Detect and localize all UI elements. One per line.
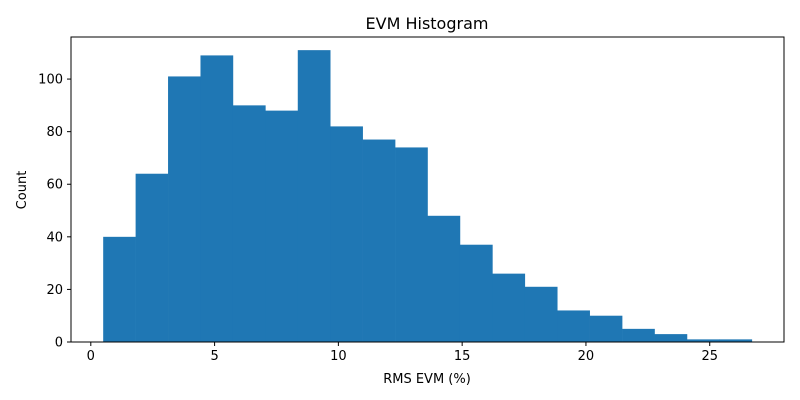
x-tick-label: 0 — [87, 349, 95, 364]
histogram-bar — [103, 236, 136, 342]
histogram-bars — [103, 50, 753, 343]
histogram-bar — [492, 273, 526, 342]
histogram-bar — [265, 110, 299, 342]
x-tick-label: 5 — [210, 349, 218, 364]
histogram-bar — [459, 244, 493, 342]
x-axis-ticks: 0 5 10 15 20 25 — [87, 342, 718, 364]
histogram-bar — [557, 310, 590, 342]
x-tick-label: 25 — [701, 349, 718, 364]
histogram-bar — [135, 173, 169, 342]
histogram-bar — [395, 147, 428, 342]
y-tick-label: 60 — [46, 178, 63, 193]
x-tick-label: 10 — [330, 349, 347, 364]
plot-frame — [70, 36, 785, 343]
y-axis-label: Count — [15, 171, 30, 210]
x-tick-label: 20 — [578, 349, 595, 364]
y-tick-label: 100 — [38, 73, 63, 88]
histogram-bar — [686, 339, 720, 342]
histogram-bar — [427, 215, 461, 342]
histogram-bar — [232, 105, 266, 343]
histogram-bar — [654, 334, 688, 342]
histogram-bar — [168, 76, 201, 343]
y-tick-label: 80 — [46, 125, 63, 140]
y-tick-label: 20 — [46, 283, 63, 298]
histogram-bar — [297, 50, 331, 343]
histogram-bar — [719, 339, 753, 342]
y-tick-label: 0 — [55, 336, 63, 351]
chart-title: EVM Histogram — [366, 14, 489, 33]
histogram-bar — [589, 315, 623, 342]
histogram-bar — [330, 126, 363, 343]
x-tick-label: 15 — [454, 349, 471, 364]
histogram-bar — [362, 139, 396, 342]
y-tick-label: 40 — [46, 230, 63, 245]
histogram-bar — [622, 328, 655, 342]
histogram-bar — [524, 286, 558, 342]
y-axis-ticks: 0 20 40 60 80 100 — [38, 73, 71, 351]
x-axis-label: RMS EVM (%) — [383, 372, 471, 387]
histogram-bar — [200, 55, 234, 342]
